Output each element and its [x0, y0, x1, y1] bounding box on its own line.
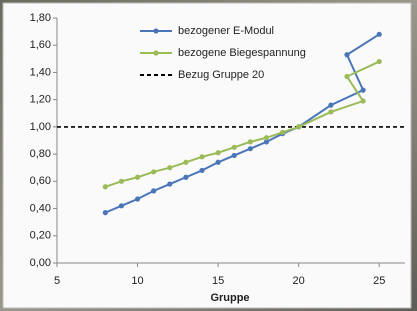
data-point — [232, 145, 237, 150]
data-point — [199, 154, 204, 159]
legend-label: Bezug Gruppe 20 — [178, 69, 264, 81]
y-tick-label: 1,20 — [30, 94, 51, 106]
data-point — [280, 130, 285, 135]
data-point — [361, 98, 366, 103]
data-point — [135, 175, 140, 180]
x-tick-label: 15 — [212, 275, 224, 287]
legend-label: bezogene Biegespannung — [178, 47, 306, 59]
data-point — [361, 88, 366, 93]
y-tick-label: 0,80 — [30, 148, 51, 160]
data-point — [135, 196, 140, 201]
data-point — [232, 153, 237, 158]
data-point — [183, 160, 188, 165]
x-tick-label: 5 — [54, 275, 60, 287]
y-tick-label: 0,40 — [30, 202, 51, 214]
legend-label: bezogener E-Modul — [178, 25, 274, 37]
data-point — [167, 165, 172, 170]
y-tick-label: 1,60 — [30, 39, 51, 51]
data-point — [377, 59, 382, 64]
data-point — [103, 184, 108, 189]
data-point — [199, 168, 204, 173]
x-tick-label: 25 — [373, 275, 385, 287]
data-point — [151, 188, 156, 193]
data-point — [248, 139, 253, 144]
y-tick-label: 0,00 — [30, 257, 51, 269]
data-point — [183, 175, 188, 180]
data-point — [216, 150, 221, 155]
data-point — [344, 52, 349, 57]
y-tick-label: 1,40 — [30, 66, 51, 78]
x-tick-label: 10 — [131, 275, 143, 287]
chart: Gruppe 0,00 0,20 0,40 0,60 0,80 1,00 1,20 1,40 1… — [0, 0, 417, 311]
data-point — [296, 124, 301, 129]
y-tick-label: 0,20 — [30, 230, 51, 242]
data-point — [216, 160, 221, 165]
x-tick-label: 20 — [293, 275, 305, 287]
data-point — [248, 146, 253, 151]
y-tick-label: 1,80 — [30, 12, 51, 24]
data-point — [264, 135, 269, 140]
data-point — [103, 210, 108, 215]
data-point — [119, 203, 124, 208]
y-tick-label: 1,00 — [30, 121, 51, 133]
legend-marker — [153, 28, 158, 33]
data-point — [328, 103, 333, 108]
x-axis-label: Gruppe — [210, 292, 249, 304]
data-point — [344, 74, 349, 79]
data-point — [119, 179, 124, 184]
y-tick-label: 0,60 — [30, 175, 51, 187]
legend-marker — [153, 50, 158, 55]
data-point — [377, 32, 382, 37]
data-point — [167, 181, 172, 186]
data-point — [151, 169, 156, 174]
data-point — [328, 109, 333, 114]
